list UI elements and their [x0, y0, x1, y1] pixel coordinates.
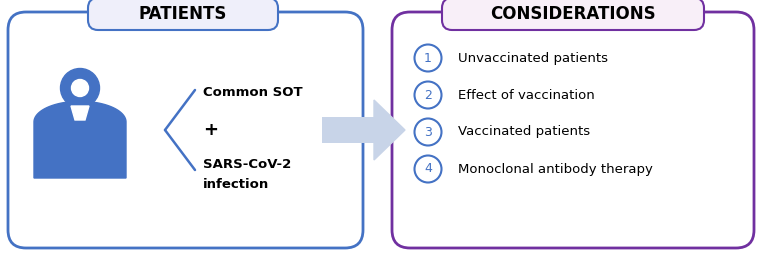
Text: 2: 2 — [424, 88, 432, 101]
Text: PATIENTS: PATIENTS — [139, 4, 227, 23]
FancyBboxPatch shape — [88, 0, 278, 30]
Text: infection: infection — [203, 178, 269, 191]
FancyBboxPatch shape — [8, 12, 363, 248]
Text: Unvaccinated patients: Unvaccinated patients — [458, 51, 608, 64]
Circle shape — [72, 80, 88, 96]
Text: 4: 4 — [424, 162, 432, 176]
Text: Monoclonal antibody therapy: Monoclonal antibody therapy — [458, 162, 653, 176]
Text: SARS-CoV-2: SARS-CoV-2 — [203, 158, 291, 171]
Polygon shape — [374, 100, 405, 160]
Circle shape — [60, 68, 100, 107]
Text: +: + — [203, 121, 218, 139]
Text: CONSIDERATIONS: CONSIDERATIONS — [490, 4, 656, 23]
Text: 3: 3 — [424, 126, 432, 139]
FancyBboxPatch shape — [322, 117, 374, 143]
Polygon shape — [71, 106, 89, 120]
Text: Common SOT: Common SOT — [203, 86, 303, 99]
Text: Vaccinated patients: Vaccinated patients — [458, 126, 590, 139]
FancyBboxPatch shape — [392, 12, 754, 248]
Polygon shape — [34, 101, 126, 178]
Text: Effect of vaccination: Effect of vaccination — [458, 88, 595, 101]
Text: 1: 1 — [424, 51, 432, 64]
FancyBboxPatch shape — [442, 0, 704, 30]
